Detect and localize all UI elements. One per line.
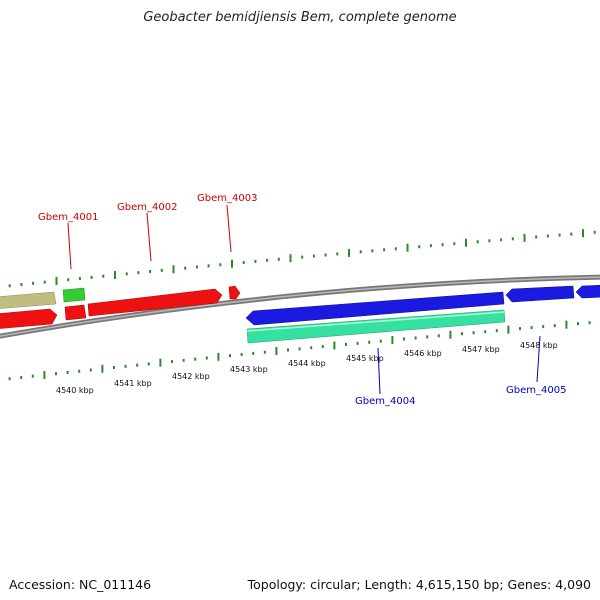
gene-blue-edge[interactable] bbox=[575, 284, 600, 299]
gene-gbem-4002[interactable] bbox=[87, 288, 223, 317]
axis-label: 4546 kbp bbox=[404, 349, 442, 358]
axis-label: 4545 kbp bbox=[346, 354, 384, 363]
gene-rna[interactable] bbox=[246, 309, 506, 344]
gene-label-gbem-4003[interactable]: Gbem_4003 bbox=[197, 193, 257, 204]
axis-label: 4542 kbp bbox=[172, 372, 210, 381]
gene-khaki[interactable] bbox=[0, 291, 57, 309]
label-leaders bbox=[67, 204, 541, 395]
forward-strand-genes bbox=[0, 285, 241, 329]
gene-gbem-4002a[interactable] bbox=[64, 304, 87, 321]
map-title: Geobacter bemidjiensis Bem, complete gen… bbox=[143, 10, 457, 25]
gene-label-gbem-4005[interactable]: Gbem_4005 bbox=[506, 385, 566, 396]
gene-label-gbem-4002[interactable]: Gbem_4002 bbox=[117, 202, 177, 213]
gene-labels: Gbem_4001 Gbem_4002 Gbem_4003 Gbem_4004 … bbox=[38, 193, 566, 407]
axis-labels: 4540 kbp 4541 kbp 4542 kbp 4543 kbp 4544 kbp… bbox=[56, 341, 558, 395]
tick-row-lower bbox=[8, 320, 591, 381]
gene-label-gbem-4001[interactable]: Gbem_4001 bbox=[38, 212, 98, 223]
gene-green[interactable] bbox=[62, 287, 86, 303]
gene-gbem-4004[interactable] bbox=[245, 291, 505, 326]
accession-text: Accession: NC_011146 bbox=[9, 577, 152, 592]
reverse-strand-genes bbox=[245, 284, 600, 344]
genome-summary-text: Topology: circular; Length: 4,615,150 bp… bbox=[247, 577, 591, 592]
gene-gbem-4005[interactable] bbox=[505, 285, 575, 303]
axis-label: 4541 kbp bbox=[114, 379, 152, 388]
gene-gbem-4003[interactable] bbox=[228, 285, 241, 300]
axis-label: 4543 kbp bbox=[230, 365, 268, 374]
gene-label-gbem-4004[interactable]: Gbem_4004 bbox=[355, 396, 415, 407]
tick-row-upper bbox=[8, 229, 596, 288]
axis-label: 4544 kbp bbox=[288, 359, 326, 368]
axis-label: 4547 kbp bbox=[462, 345, 500, 354]
axis-label: 4548 kbp bbox=[520, 341, 558, 350]
gene-gbem-4001[interactable] bbox=[0, 308, 58, 329]
axis-label: 4540 kbp bbox=[56, 386, 94, 395]
